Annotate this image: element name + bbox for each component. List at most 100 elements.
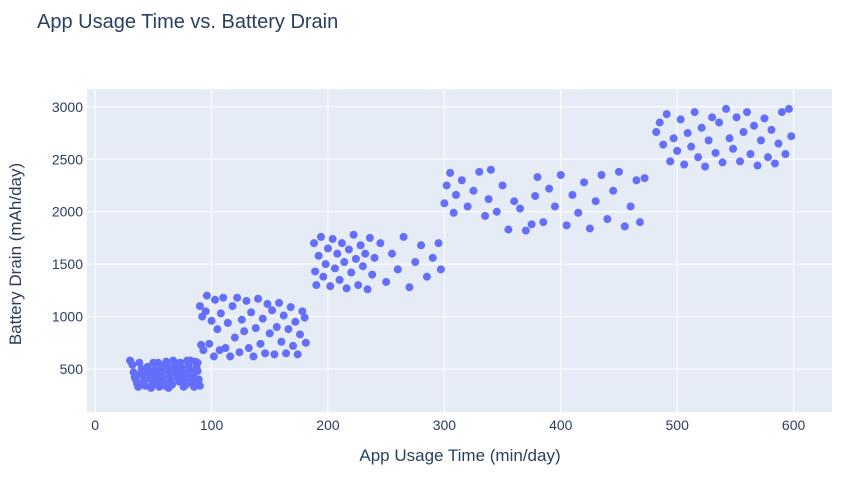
data-point [760, 114, 769, 123]
data-point [358, 262, 367, 271]
data-point [195, 302, 204, 311]
data-point [562, 221, 571, 230]
data-point [655, 118, 664, 127]
data-point [708, 113, 717, 122]
data-point [442, 181, 451, 190]
data-point [277, 337, 286, 346]
data-point [446, 168, 455, 177]
data-point [614, 167, 623, 176]
data-point [484, 195, 493, 204]
data-point [193, 358, 202, 367]
data-point [687, 142, 696, 151]
y-tick-label: 2500 [52, 151, 83, 167]
data-point [475, 167, 484, 176]
data-point [158, 361, 167, 370]
y-tick-label: 1500 [52, 256, 83, 272]
data-point [233, 293, 242, 302]
y-axis-label: Battery Drain (mAh/day) [6, 163, 25, 345]
data-point [659, 140, 668, 149]
data-point [209, 352, 218, 361]
x-tick-label: 100 [200, 417, 224, 433]
data-point [743, 108, 752, 117]
data-point [449, 208, 458, 217]
data-point [223, 318, 232, 327]
data-point [244, 344, 253, 353]
data-point [457, 176, 466, 185]
data-point [770, 159, 779, 168]
x-tick-label: 300 [433, 417, 457, 433]
data-point [680, 160, 689, 169]
data-point [179, 382, 188, 391]
data-point [289, 341, 298, 350]
data-point [533, 173, 542, 182]
data-point [683, 129, 692, 138]
data-point [365, 233, 374, 242]
data-point [335, 275, 344, 284]
data-point [521, 226, 530, 235]
data-point [722, 104, 731, 113]
data-point [301, 338, 310, 347]
data-point [393, 265, 402, 274]
data-point [492, 207, 501, 216]
data-point [228, 302, 237, 311]
y-tick-label: 500 [60, 361, 84, 377]
data-point [701, 162, 710, 171]
x-tick-label: 500 [666, 417, 690, 433]
data-point [363, 285, 372, 294]
data-point [486, 165, 495, 174]
data-point [340, 258, 349, 267]
data-point [263, 299, 272, 308]
data-point [756, 136, 765, 145]
data-point [527, 220, 536, 229]
data-point [504, 225, 513, 234]
data-point [275, 298, 284, 307]
data-point [585, 224, 594, 233]
data-point [211, 295, 220, 304]
data-point [247, 308, 256, 317]
data-point [718, 158, 727, 167]
y-tick-label: 2000 [52, 204, 83, 220]
data-point [732, 113, 741, 122]
data-point [319, 272, 328, 281]
data-point [265, 329, 274, 338]
data-point [256, 339, 265, 348]
data-point [550, 202, 559, 211]
x-tick-labels: 0 100 200 300 400 500 600 [91, 417, 805, 433]
data-point [321, 260, 330, 269]
data-point [531, 191, 540, 200]
data-point [282, 349, 291, 358]
data-point [411, 258, 420, 267]
x-tick-label: 200 [316, 417, 340, 433]
x-axis-label: App Usage Time (min/day) [359, 446, 560, 465]
data-point [463, 202, 472, 211]
data-point [729, 144, 738, 153]
data-point [376, 239, 385, 248]
data-point [635, 218, 644, 227]
data-point [347, 268, 356, 277]
data-point [739, 127, 748, 136]
data-point [580, 178, 589, 187]
data-point [128, 360, 137, 369]
y-tick-labels: 500 1000 1500 2000 2500 3000 [52, 99, 83, 377]
data-point [787, 132, 796, 141]
data-point [261, 349, 270, 358]
data-point [176, 369, 185, 378]
data-point [539, 218, 548, 227]
data-point [326, 282, 335, 291]
x-tick-label: 600 [782, 417, 806, 433]
data-point [640, 174, 649, 183]
data-point [230, 333, 239, 342]
data-point [417, 241, 426, 250]
data-point [279, 311, 288, 320]
data-point [286, 303, 295, 312]
data-point [568, 190, 577, 199]
data-point [510, 197, 519, 206]
data-point [216, 309, 225, 318]
data-point [690, 108, 699, 117]
data-point [666, 157, 675, 166]
data-point [440, 199, 449, 208]
data-point [694, 153, 703, 162]
data-point [300, 313, 309, 322]
data-point [469, 186, 478, 195]
